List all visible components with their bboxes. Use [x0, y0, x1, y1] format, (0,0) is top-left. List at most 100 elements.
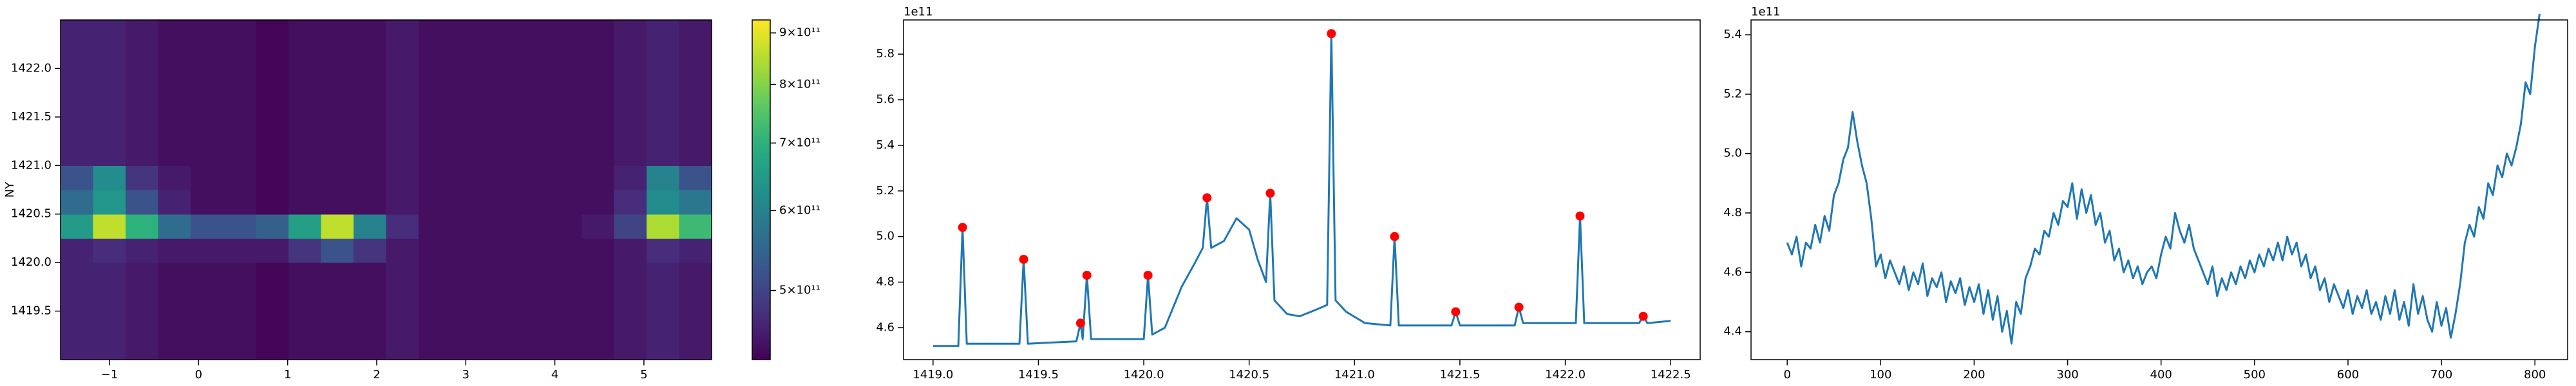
heatmap-cell	[386, 68, 419, 93]
x-tick-label: 1419.5	[1018, 368, 1059, 381]
heatmap-cell	[581, 20, 614, 45]
heatmap-cell	[256, 190, 289, 215]
heatmap-cell	[646, 68, 680, 93]
y-axis-label: NY	[3, 181, 17, 198]
heatmap-cell	[288, 262, 321, 288]
heatmap-cell	[419, 190, 452, 215]
x-tick-label: −1	[101, 368, 118, 381]
heatmap-cell	[581, 68, 614, 93]
heatmap-cell	[581, 335, 614, 360]
heatmap-cell	[288, 190, 321, 215]
heatmap-cell	[223, 141, 256, 166]
heatmap-cell	[256, 141, 289, 166]
heatmap-cell	[223, 44, 256, 69]
heatmap-cell	[516, 286, 549, 312]
heatmap-cell	[484, 335, 517, 360]
heatmap-cell	[516, 335, 549, 360]
x-tick-label: 700	[2430, 368, 2452, 381]
heatmap-cell	[256, 44, 289, 69]
heatmap-cell	[549, 116, 582, 142]
heatmap-cell	[61, 311, 94, 336]
heatmap-cell	[353, 262, 387, 288]
heatmap-cell	[581, 116, 614, 142]
heatmap-cell	[353, 20, 387, 45]
heatmap-cell	[191, 116, 224, 142]
heatmap-cell	[679, 20, 712, 45]
heatmap-cell	[581, 286, 614, 312]
colorbar	[752, 19, 771, 360]
colorbar-tick-label: 6×10¹¹	[779, 203, 820, 217]
heatmap-cell	[581, 262, 614, 288]
heatmap-cell	[614, 20, 647, 45]
heatmap-cell	[256, 262, 289, 288]
heatmap-cell	[516, 165, 549, 190]
heatmap-cell	[419, 214, 452, 239]
heatmap-cell	[516, 116, 549, 142]
y-tick-label: 4.6	[1723, 265, 1742, 279]
heatmap-cell	[256, 116, 289, 142]
heatmap-cell	[223, 190, 256, 215]
x-tick-label: 800	[2524, 368, 2546, 381]
heatmap-cell	[158, 335, 191, 360]
heatmap-cell	[549, 141, 582, 166]
heatmap-cell	[451, 311, 484, 336]
heatmap-cell	[549, 20, 582, 45]
heatmap-cell	[614, 262, 647, 288]
heatmap-cell	[646, 262, 680, 288]
heatmap-cell	[679, 116, 712, 142]
x-tick-label: 1422.0	[1545, 368, 1586, 381]
heatmap-cell	[158, 311, 191, 336]
heatmap-cell	[191, 190, 224, 215]
peak-marker	[1575, 211, 1585, 221]
heatmap-cell	[158, 93, 191, 118]
y-tick-label: 1422.0	[11, 61, 52, 75]
heatmap-cell	[549, 286, 582, 312]
heatmap-cell	[288, 44, 321, 69]
heatmap-cell	[353, 190, 387, 215]
heatmap-cell	[61, 68, 94, 93]
heatmap-cell	[386, 165, 419, 190]
heatmap-cell	[353, 116, 387, 142]
heatmap-cell	[93, 141, 126, 166]
x-tick-label: 1421.5	[1439, 368, 1480, 381]
heatmap-cell	[419, 311, 452, 336]
y-tick-label: 5.6	[876, 93, 895, 106]
heatmap-cell	[646, 20, 680, 45]
heatmap-cell	[93, 165, 126, 190]
colorbar-tick-label: 9×10¹¹	[779, 26, 820, 39]
peak-marker	[1451, 307, 1461, 317]
x-tick-label: 100	[1870, 368, 1891, 381]
heatmap-cell	[321, 311, 354, 336]
heatmap-cell	[223, 20, 256, 45]
heatmap-cell	[288, 238, 321, 263]
heatmap-cell	[679, 286, 712, 312]
heatmap-cell	[679, 44, 712, 69]
x-tick-label: 4	[551, 368, 558, 381]
heatmap-cell	[191, 238, 224, 263]
heatmap-cell	[451, 141, 484, 166]
heatmap-cell	[191, 68, 224, 93]
x-tick-label: 1421.0	[1334, 368, 1375, 381]
heatmap-cell	[614, 238, 647, 263]
x-tick-label: 300	[2056, 368, 2078, 381]
y-tick-label: 4.8	[876, 275, 895, 289]
heatmap-cell	[484, 68, 517, 93]
heatmap-cell	[191, 141, 224, 166]
heatmap-cell	[93, 190, 126, 215]
heatmap-cell	[256, 20, 289, 45]
x-tick-label: 0	[195, 368, 202, 381]
heatmap-cell	[288, 335, 321, 360]
heatmap-cell	[581, 44, 614, 69]
heatmap-cell	[126, 68, 159, 93]
heatmap-cell	[484, 165, 517, 190]
heatmap-cell	[353, 214, 387, 239]
heatmap-cell	[679, 238, 712, 263]
peak-marker	[1202, 193, 1212, 203]
heatmap-cell	[61, 335, 94, 360]
heatmap-cell	[516, 68, 549, 93]
heatmap-cell	[256, 311, 289, 336]
heatmap-cell	[126, 286, 159, 312]
heatmap-cell	[386, 141, 419, 166]
heatmap-cell	[61, 116, 94, 142]
heatmap-cell	[614, 165, 647, 190]
